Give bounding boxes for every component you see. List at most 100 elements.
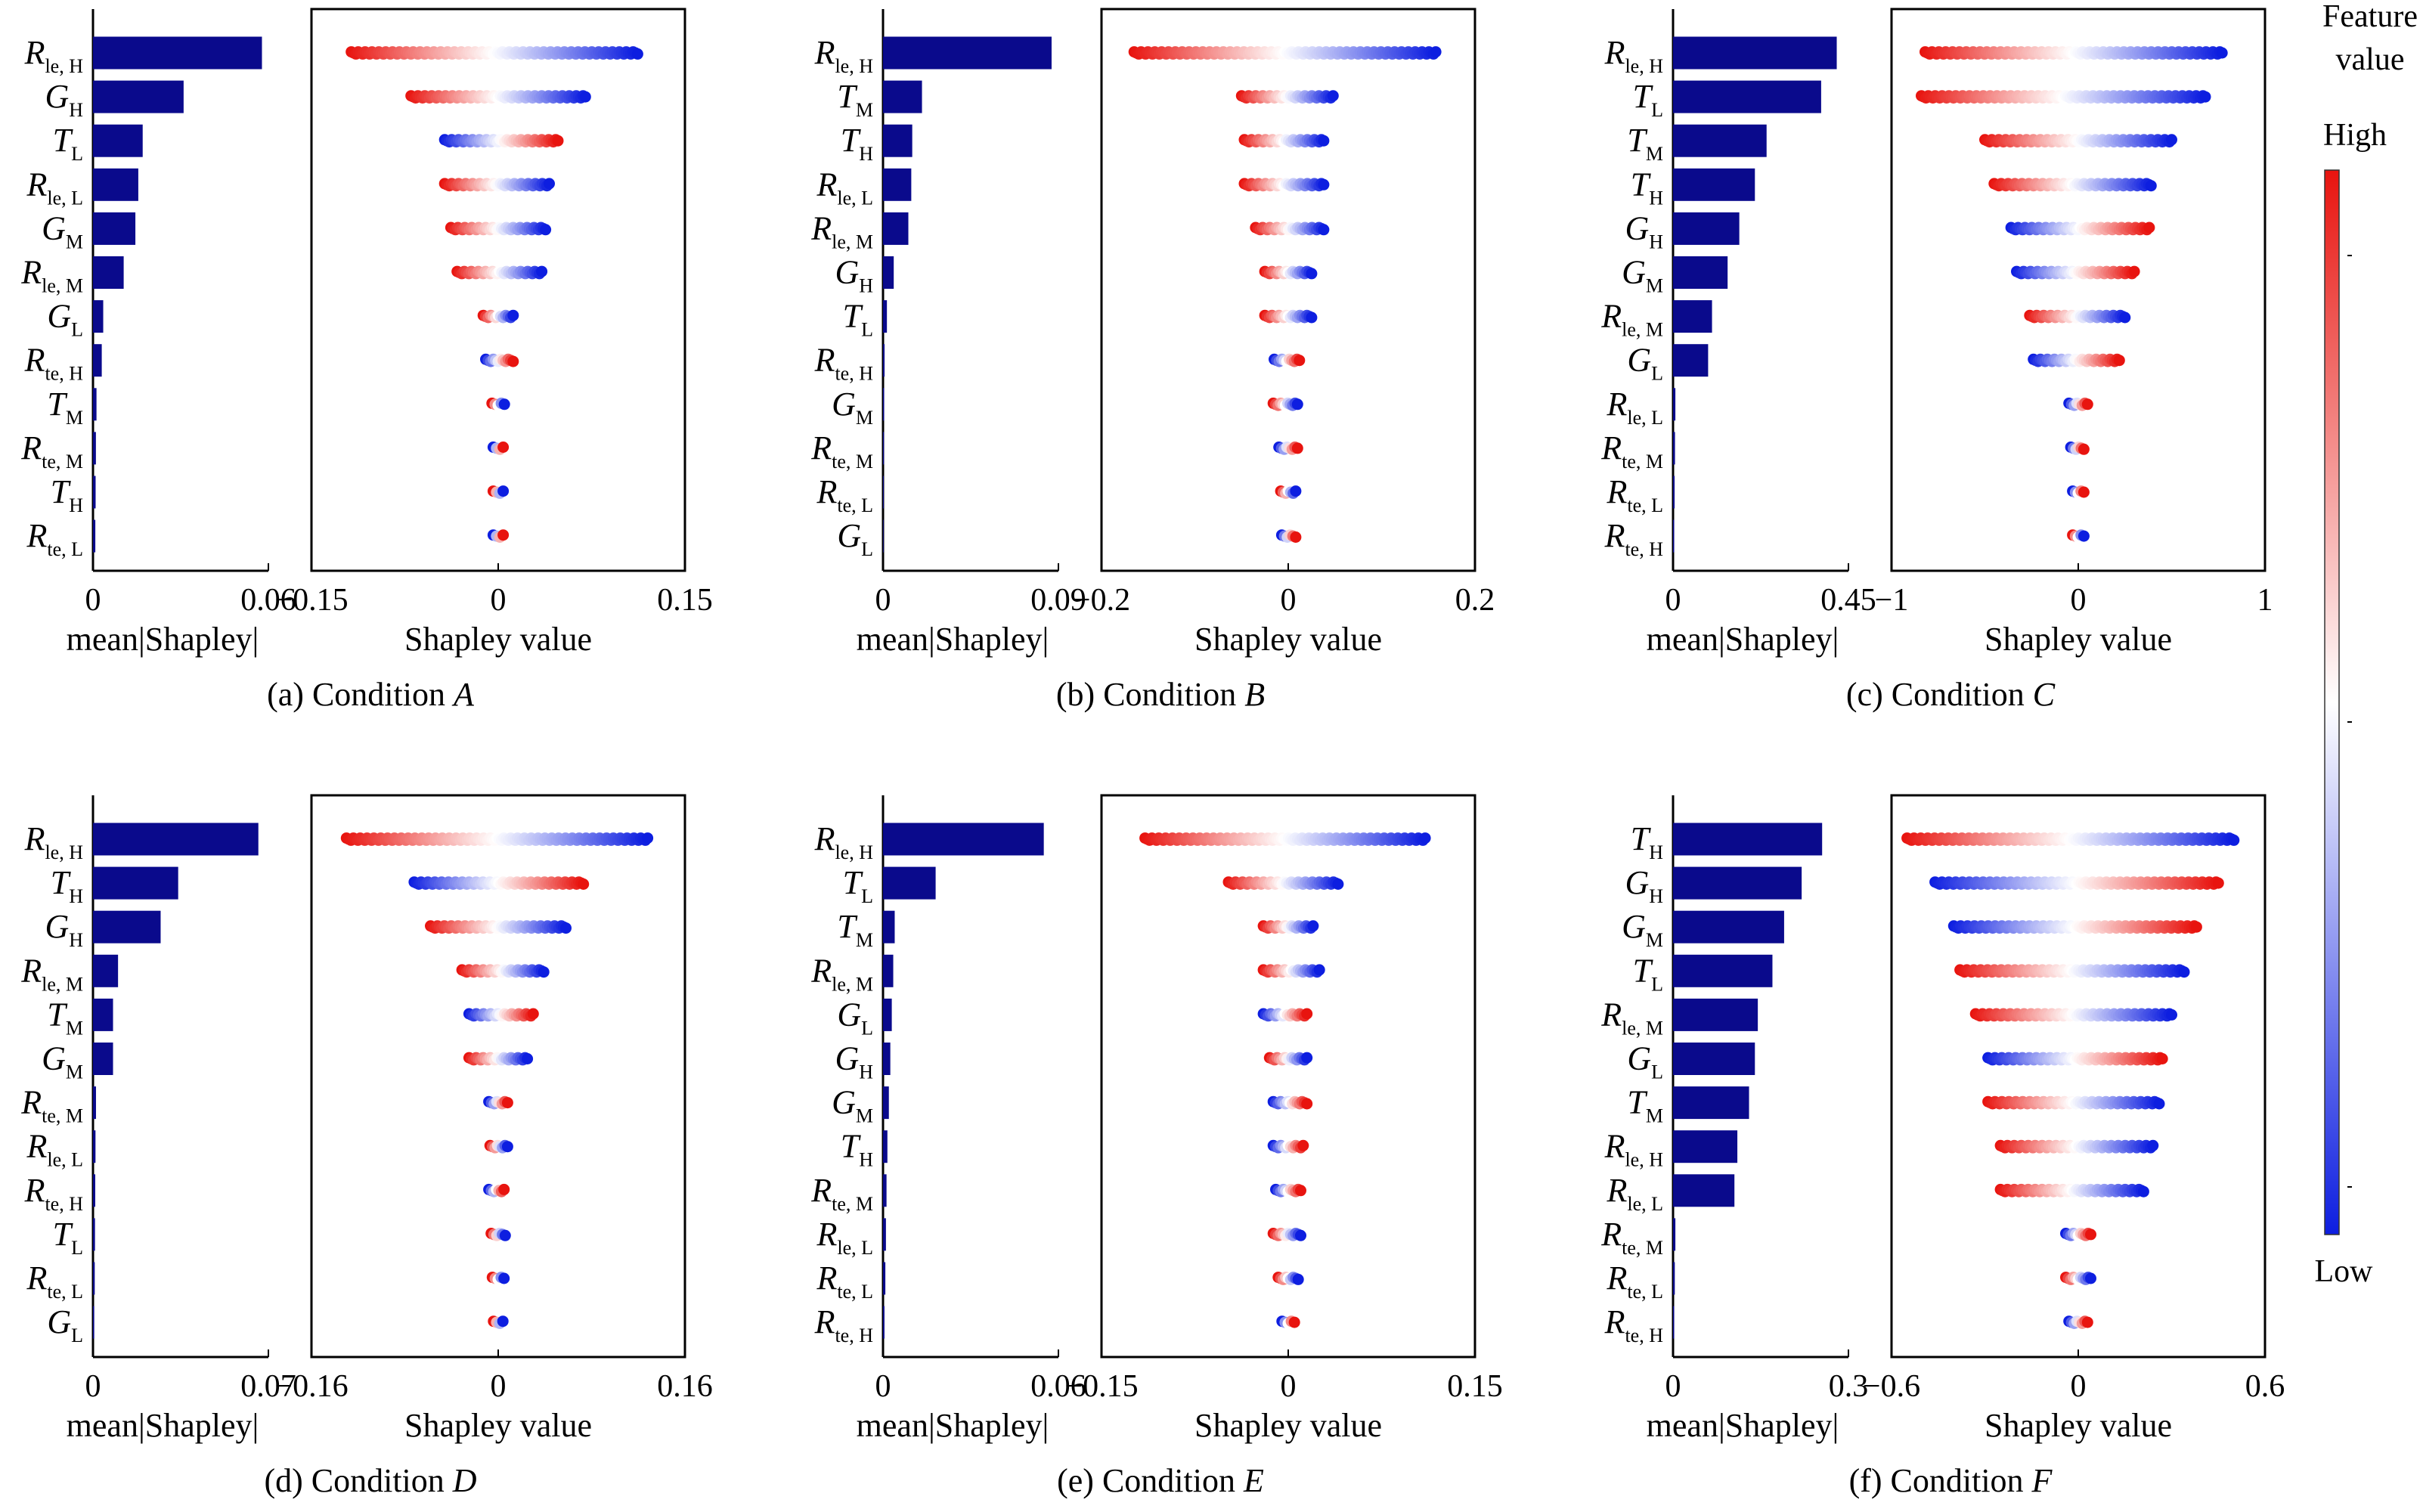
importance-bar [1673, 388, 1676, 421]
shap-point [2085, 1228, 2096, 1241]
importance-bar [93, 256, 124, 289]
shap-point [1430, 46, 1442, 58]
feature-label: TM [47, 386, 83, 429]
panel-caption: (b) Condition B [1056, 676, 1265, 713]
importance-bar [1673, 1130, 1738, 1163]
shap-point [1332, 878, 1344, 890]
feature-label: Rle, H [1604, 1128, 1664, 1171]
importance-bar [1673, 1086, 1749, 1120]
feature-label: GL [1627, 1040, 1663, 1083]
importance-bar [1673, 910, 1784, 943]
shap-point [501, 1097, 513, 1109]
bar-x-tick-label: 0.06 [240, 583, 296, 618]
feature-label: TH [51, 473, 83, 516]
shap-point [2078, 486, 2090, 498]
feature-label: TM [837, 908, 873, 951]
shap-point [579, 91, 591, 103]
feature-label: GH [1625, 209, 1663, 253]
scatter-x-tick-label: 1 [2257, 583, 2273, 618]
panel-caption: (c) Condition C [1846, 676, 2056, 713]
bar-x-label: mean|Shapley| [857, 1407, 1049, 1444]
shap-point [2078, 443, 2090, 455]
importance-bar [883, 212, 909, 245]
scatter-x-label: Shapley value [404, 1407, 592, 1444]
scatter-x-tick-label: 0 [1281, 583, 1297, 618]
feature-label: GM [42, 1040, 83, 1083]
feature-label: GM [1622, 908, 1663, 951]
bar-x-tick-label: 0 [875, 583, 891, 618]
shap-point [1318, 135, 1330, 147]
shap-point [1306, 311, 1318, 324]
feature-label: GM [42, 209, 83, 253]
importance-bar [883, 36, 1052, 70]
shap-point [642, 832, 654, 844]
feature-label: Rle, L [816, 1216, 873, 1259]
shap-point [2199, 91, 2211, 103]
feature-label: GL [47, 1303, 83, 1346]
shap-point [2228, 834, 2240, 846]
importance-bar [93, 212, 136, 245]
importance-bar [883, 1174, 887, 1207]
scatter-x-label: Shapley value [1194, 1407, 1382, 1444]
importance-bar [1673, 1218, 1676, 1251]
feature-label: GH [835, 1040, 873, 1083]
importance-bar [1673, 36, 1837, 70]
importance-bar [93, 388, 97, 421]
scatter-x-tick-label: 0 [2071, 1369, 2087, 1404]
feature-label: Rle, M [20, 952, 83, 995]
feature-label: Rle, M [810, 209, 873, 253]
importance-bar [93, 476, 96, 509]
feature-label: Rle, H [24, 820, 84, 863]
panel-caption: (e) Condition E [1057, 1462, 1264, 1499]
importance-bar [1673, 954, 1773, 987]
feature-label: TL [843, 864, 873, 907]
feature-label: TH [1631, 166, 1663, 209]
importance-bar [883, 300, 888, 333]
shap-point [2216, 47, 2228, 59]
bar-x-tick-label: 0.45 [1820, 583, 1876, 618]
importance-bar [883, 432, 885, 465]
shap-point [2081, 398, 2093, 411]
feature-label: Rle, M [810, 952, 873, 995]
importance-bar [1673, 823, 1823, 856]
feature-label: Rte, L [1606, 1259, 1663, 1303]
feature-label: TL [53, 1216, 83, 1259]
bar-x-tick-label: 0 [1665, 1369, 1681, 1404]
importance-bar [1673, 1174, 1735, 1207]
panel-caption: (d) Condition D [264, 1462, 476, 1499]
feature-label: GL [837, 996, 873, 1039]
importance-bar [93, 1130, 96, 1163]
feature-label: TH [841, 1128, 873, 1171]
feature-label: Rle, H [814, 820, 874, 863]
importance-bar [1673, 998, 1758, 1031]
feature-label: GL [47, 298, 83, 341]
importance-bar [883, 1086, 889, 1120]
shap-point [498, 1272, 510, 1284]
importance-bar [93, 823, 259, 856]
scatter-x-label: Shapley value [404, 621, 592, 658]
importance-bar [1673, 519, 1675, 553]
feature-label: TL [1633, 952, 1663, 995]
feature-label: Rle, H [814, 34, 874, 77]
shap-point [552, 135, 564, 147]
feature-label: Rle, L [816, 166, 873, 209]
importance-bar [883, 910, 895, 943]
feature-label: Rle, L [1606, 1172, 1663, 1215]
shap-point [1301, 1008, 1313, 1020]
bar-x-label: mean|Shapley| [1647, 621, 1839, 658]
importance-bar [883, 344, 885, 377]
shap-point [527, 1008, 539, 1020]
importance-bar [93, 1306, 95, 1339]
feature-label: GH [1625, 864, 1663, 907]
feature-label: TM [1627, 122, 1663, 165]
feature-label: TM [1627, 1084, 1663, 1127]
importance-bar [93, 168, 138, 201]
shap-point [498, 1183, 510, 1195]
importance-bar [1673, 256, 1728, 289]
importance-bar [93, 1218, 95, 1251]
scatter-x-tick-label: −1 [1875, 583, 1909, 618]
shap-point [1288, 1316, 1300, 1328]
